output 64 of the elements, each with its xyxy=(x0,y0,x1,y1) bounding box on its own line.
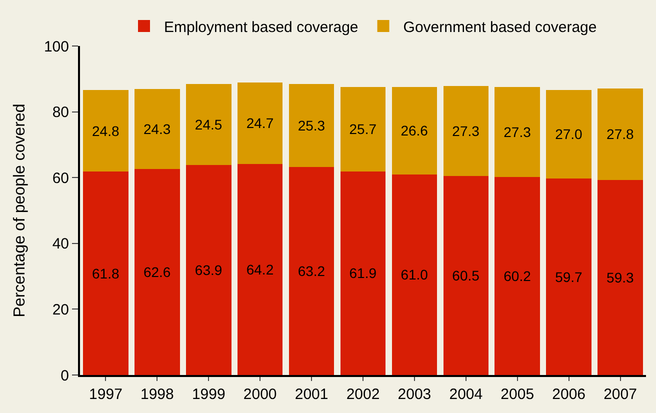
y-axis-title: Percentage of people covered xyxy=(11,104,28,318)
y-tick-label: 100 xyxy=(44,38,69,56)
bar xyxy=(598,180,643,375)
data-label: 60.5 xyxy=(452,267,480,284)
bar xyxy=(288,84,334,168)
data-label: 61.0 xyxy=(400,266,428,283)
data-label: 61.9 xyxy=(349,265,377,282)
bar xyxy=(83,90,128,172)
data-label: 24.3 xyxy=(143,121,171,138)
data-label: 24.5 xyxy=(194,116,222,132)
bar xyxy=(392,174,438,375)
bar xyxy=(443,86,489,176)
data-label: 59.7 xyxy=(555,268,583,285)
data-label: 25.3 xyxy=(298,117,326,134)
bar xyxy=(494,87,540,177)
bar xyxy=(598,88,643,180)
bar xyxy=(494,176,540,375)
bar xyxy=(237,164,283,375)
bar xyxy=(340,86,386,172)
y-tick-label: 0 xyxy=(60,367,69,384)
x-tick-label: 1999 xyxy=(192,386,226,403)
y-tick-label: 40 xyxy=(52,236,69,253)
data-label: 63.2 xyxy=(298,263,326,280)
x-tick-label: 1997 xyxy=(89,386,122,403)
bar xyxy=(340,171,386,375)
data-label: 64.2 xyxy=(246,261,274,278)
data-label: 61.8 xyxy=(92,265,120,282)
data-label: 63.9 xyxy=(194,262,222,278)
data-label: 24.7 xyxy=(246,115,274,132)
legend-label: Employment based coverage xyxy=(164,18,358,36)
y-tick-label: 60 xyxy=(52,170,69,187)
x-tick-label: 2006 xyxy=(552,386,586,403)
data-label: 26.6 xyxy=(400,122,428,139)
data-label: 27.8 xyxy=(606,126,634,142)
x-tick-label: 2004 xyxy=(449,386,483,403)
bar xyxy=(443,176,489,375)
x-tick-label: 2005 xyxy=(500,386,534,403)
x-tick-label: 2002 xyxy=(346,386,380,403)
bar xyxy=(546,90,592,179)
data-label: 25.7 xyxy=(349,121,377,138)
y-tick-label: 20 xyxy=(52,301,69,318)
data-label: 27.0 xyxy=(555,126,583,142)
legend-label: Government based coverage xyxy=(403,18,597,36)
data-label: 60.2 xyxy=(504,268,532,284)
x-tick-label: 1998 xyxy=(140,386,174,403)
x-tick-label: 2000 xyxy=(243,386,277,403)
bar xyxy=(288,167,334,375)
x-tick-label: 2001 xyxy=(294,386,328,403)
bar xyxy=(186,164,232,375)
x-tick-label: 2003 xyxy=(398,386,432,403)
bar xyxy=(134,89,180,170)
data-label: 27.3 xyxy=(504,124,532,140)
bar xyxy=(392,86,438,174)
data-label: 59.3 xyxy=(606,269,634,286)
bar xyxy=(186,84,232,165)
bar xyxy=(134,169,180,375)
data-label: 62.6 xyxy=(143,264,171,280)
bar xyxy=(546,178,592,375)
data-label: 24.8 xyxy=(92,122,120,139)
y-tick-label: 80 xyxy=(52,104,69,122)
bar xyxy=(83,172,128,375)
bar xyxy=(237,82,283,164)
x-tick-label: 2007 xyxy=(604,386,637,403)
data-label: 27.3 xyxy=(452,123,480,140)
